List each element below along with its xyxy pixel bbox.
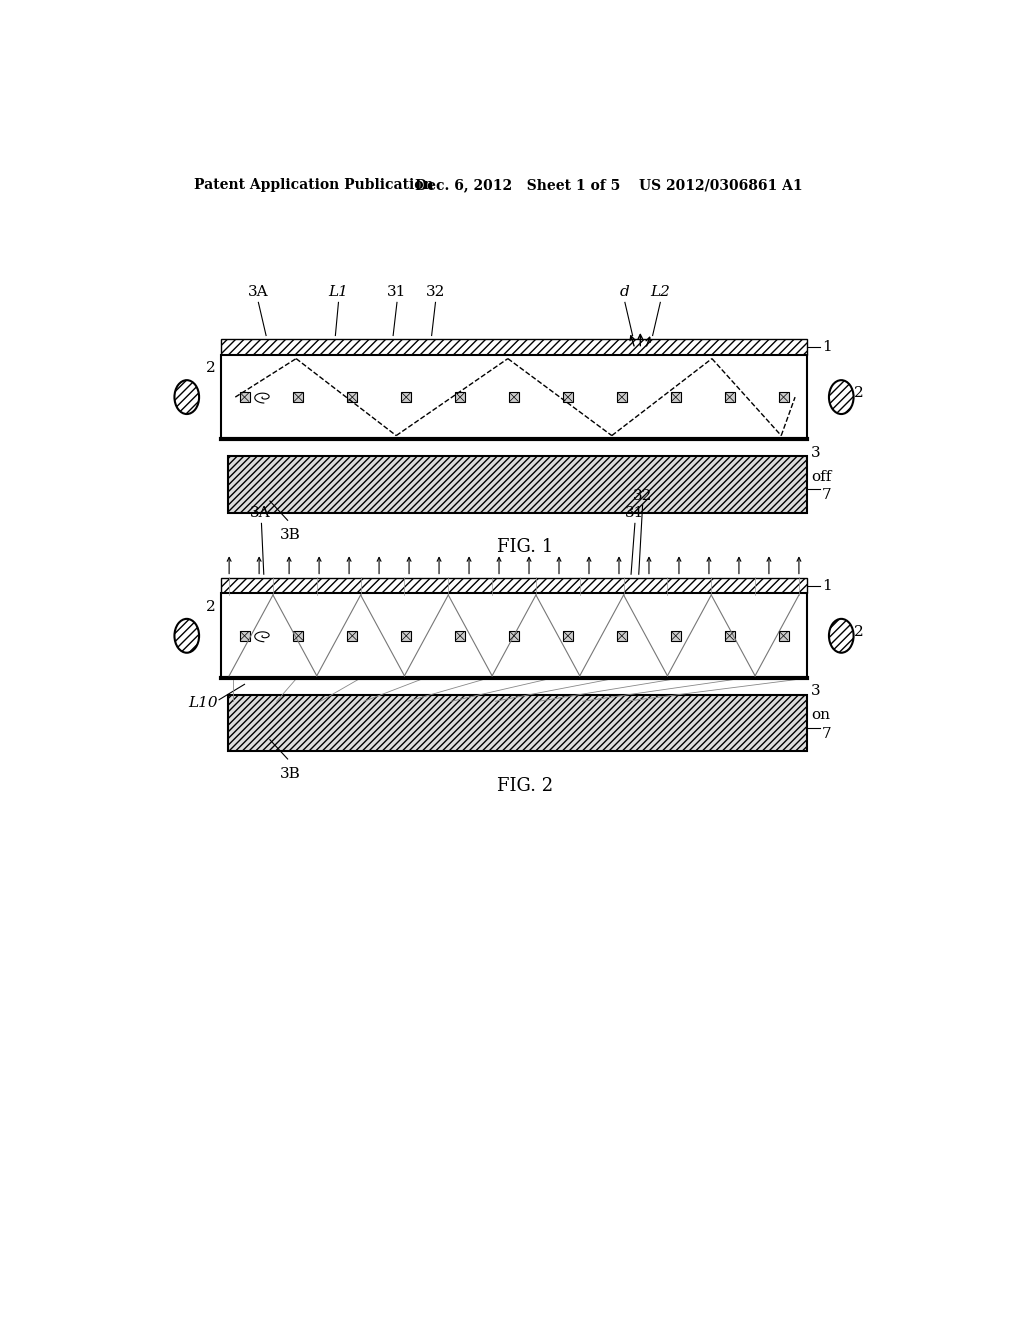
Bar (455, 631, 465, 640)
Bar (671, 631, 681, 640)
Ellipse shape (174, 619, 199, 653)
Ellipse shape (829, 380, 854, 414)
Text: 31: 31 (387, 285, 407, 300)
Text: 31: 31 (626, 507, 644, 520)
Text: 3B: 3B (281, 528, 301, 543)
Text: L2: L2 (650, 285, 671, 300)
Bar (227, 696, 807, 751)
Text: 3: 3 (810, 684, 820, 698)
Text: Dec. 6, 2012   Sheet 1 of 5: Dec. 6, 2012 Sheet 1 of 5 (416, 178, 621, 193)
Text: FIG. 2: FIG. 2 (497, 777, 553, 795)
Bar (221, 355, 807, 440)
Bar (509, 392, 519, 403)
Bar (294, 392, 303, 403)
Text: 3A: 3A (248, 285, 268, 300)
Bar (616, 392, 627, 403)
Ellipse shape (174, 380, 199, 414)
Text: US 2012/0306861 A1: US 2012/0306861 A1 (639, 178, 803, 193)
Text: 1: 1 (822, 578, 831, 593)
Text: 2: 2 (854, 387, 864, 400)
Bar (221, 339, 807, 355)
Bar (221, 594, 807, 678)
Bar (240, 392, 250, 403)
Text: L10: L10 (188, 696, 217, 710)
Text: 3: 3 (810, 446, 820, 459)
Text: on: on (811, 709, 830, 722)
Text: 2: 2 (854, 624, 864, 639)
Text: 1: 1 (822, 341, 831, 354)
Bar (778, 631, 788, 640)
Text: 2: 2 (206, 599, 215, 614)
Bar (455, 392, 465, 403)
Text: Patent Application Publication: Patent Application Publication (195, 178, 434, 193)
Bar (227, 457, 807, 512)
Text: 7: 7 (822, 727, 831, 741)
Text: 32: 32 (633, 490, 652, 503)
Text: off: off (811, 470, 831, 484)
Bar (725, 631, 734, 640)
Text: FIG. 1: FIG. 1 (497, 539, 553, 556)
Text: 32: 32 (426, 285, 445, 300)
Bar (347, 392, 357, 403)
Bar (778, 392, 788, 403)
Text: 7: 7 (822, 488, 831, 503)
Text: 3B: 3B (281, 767, 301, 780)
Text: 3A: 3A (250, 507, 270, 520)
Bar (563, 631, 572, 640)
Ellipse shape (829, 619, 854, 653)
Bar (294, 631, 303, 640)
Bar (401, 631, 412, 640)
Bar (221, 578, 807, 594)
Text: d: d (620, 285, 630, 300)
Bar (725, 392, 734, 403)
Text: 2: 2 (206, 360, 215, 375)
Bar (616, 631, 627, 640)
Bar (671, 392, 681, 403)
Text: L1: L1 (329, 285, 348, 300)
Bar (240, 631, 250, 640)
Bar (509, 631, 519, 640)
Bar (347, 631, 357, 640)
Bar (401, 392, 412, 403)
Bar (563, 392, 572, 403)
